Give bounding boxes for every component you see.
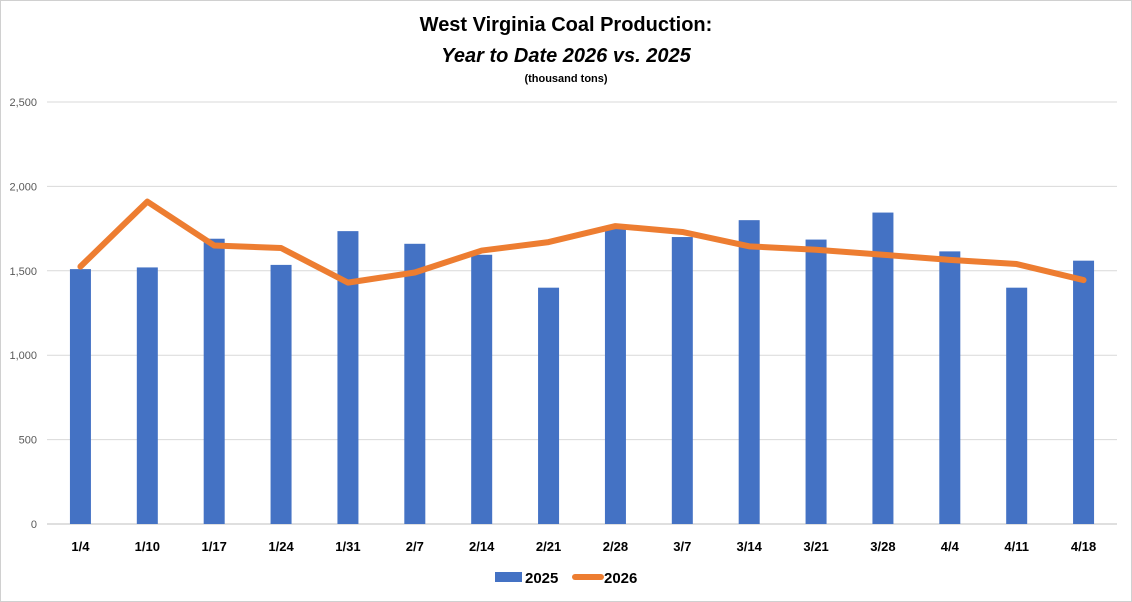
- y-tick-label: 1,500: [9, 266, 37, 278]
- x-tick-label: 1/10: [135, 539, 160, 554]
- x-tick-label: 4/4: [941, 539, 960, 554]
- x-tick-label: 2/14: [469, 539, 495, 554]
- x-tick-label: 3/21: [803, 539, 828, 554]
- chart-subtitle: Year to Date 2026 vs. 2025: [441, 45, 691, 67]
- bar-2025: [604, 226, 626, 525]
- x-tick-label: 2/7: [406, 539, 424, 554]
- x-tick-label: 4/18: [1071, 539, 1096, 554]
- bar-2025: [805, 239, 827, 524]
- legend: 2025 2026: [495, 570, 637, 587]
- line-2026: [77, 198, 1087, 286]
- x-axis: 1/4 1/10 1/17 1/24 1/31 2/7 2/14 2/21 2/28 3/7 3/1…: [71, 539, 1096, 554]
- y-tick-label: 2,500: [9, 97, 37, 109]
- x-tick-label: 3/14: [737, 539, 763, 554]
- line-2026-path: [77, 198, 1087, 286]
- bar-2025: [939, 251, 961, 524]
- bar-2025: [738, 220, 760, 524]
- x-tick-label: 3/7: [673, 539, 691, 554]
- x-tick-label: 2/21: [536, 539, 561, 554]
- bar-2025: [471, 254, 493, 524]
- x-tick-label: 1/24: [268, 539, 294, 554]
- bar-2025: [671, 237, 693, 525]
- bar-2025: [1006, 287, 1028, 524]
- x-tick-label: 1/17: [202, 539, 227, 554]
- x-tick-label: 3/28: [870, 539, 895, 554]
- y-tick-label: 1,000: [9, 350, 37, 362]
- x-tick-label: 1/31: [335, 539, 360, 554]
- bar-2025: [404, 243, 426, 525]
- bar-2025: [872, 212, 894, 524]
- chart-units-note: (thousand tons): [524, 73, 607, 85]
- y-tick-label: 2,000: [9, 181, 37, 193]
- chart-title: West Virginia Coal Production:: [420, 14, 713, 36]
- bar-2025: [1073, 260, 1095, 524]
- y-tick-label: 0: [31, 519, 37, 531]
- bar-2025: [69, 269, 91, 524]
- x-tick-label: 4/11: [1004, 539, 1029, 554]
- legend-label-2025: 2025: [525, 570, 558, 587]
- bars-2025: [69, 212, 1095, 525]
- gridlines: [47, 101, 1117, 525]
- bar-2025: [538, 287, 560, 524]
- legend-label-2026: 2026: [604, 570, 637, 587]
- x-tick-label: 1/4: [71, 539, 90, 554]
- y-tick-label: 500: [19, 435, 37, 447]
- bar-2025: [337, 231, 359, 524]
- bar-2025: [136, 267, 158, 524]
- y-axis: 0 500 1,000 1,500 2,000 2,500: [9, 97, 37, 531]
- bar-2025: [203, 238, 225, 524]
- legend-swatch-2025: [495, 572, 522, 582]
- x-tick-label: 2/28: [603, 539, 628, 554]
- bar-2025: [270, 264, 292, 524]
